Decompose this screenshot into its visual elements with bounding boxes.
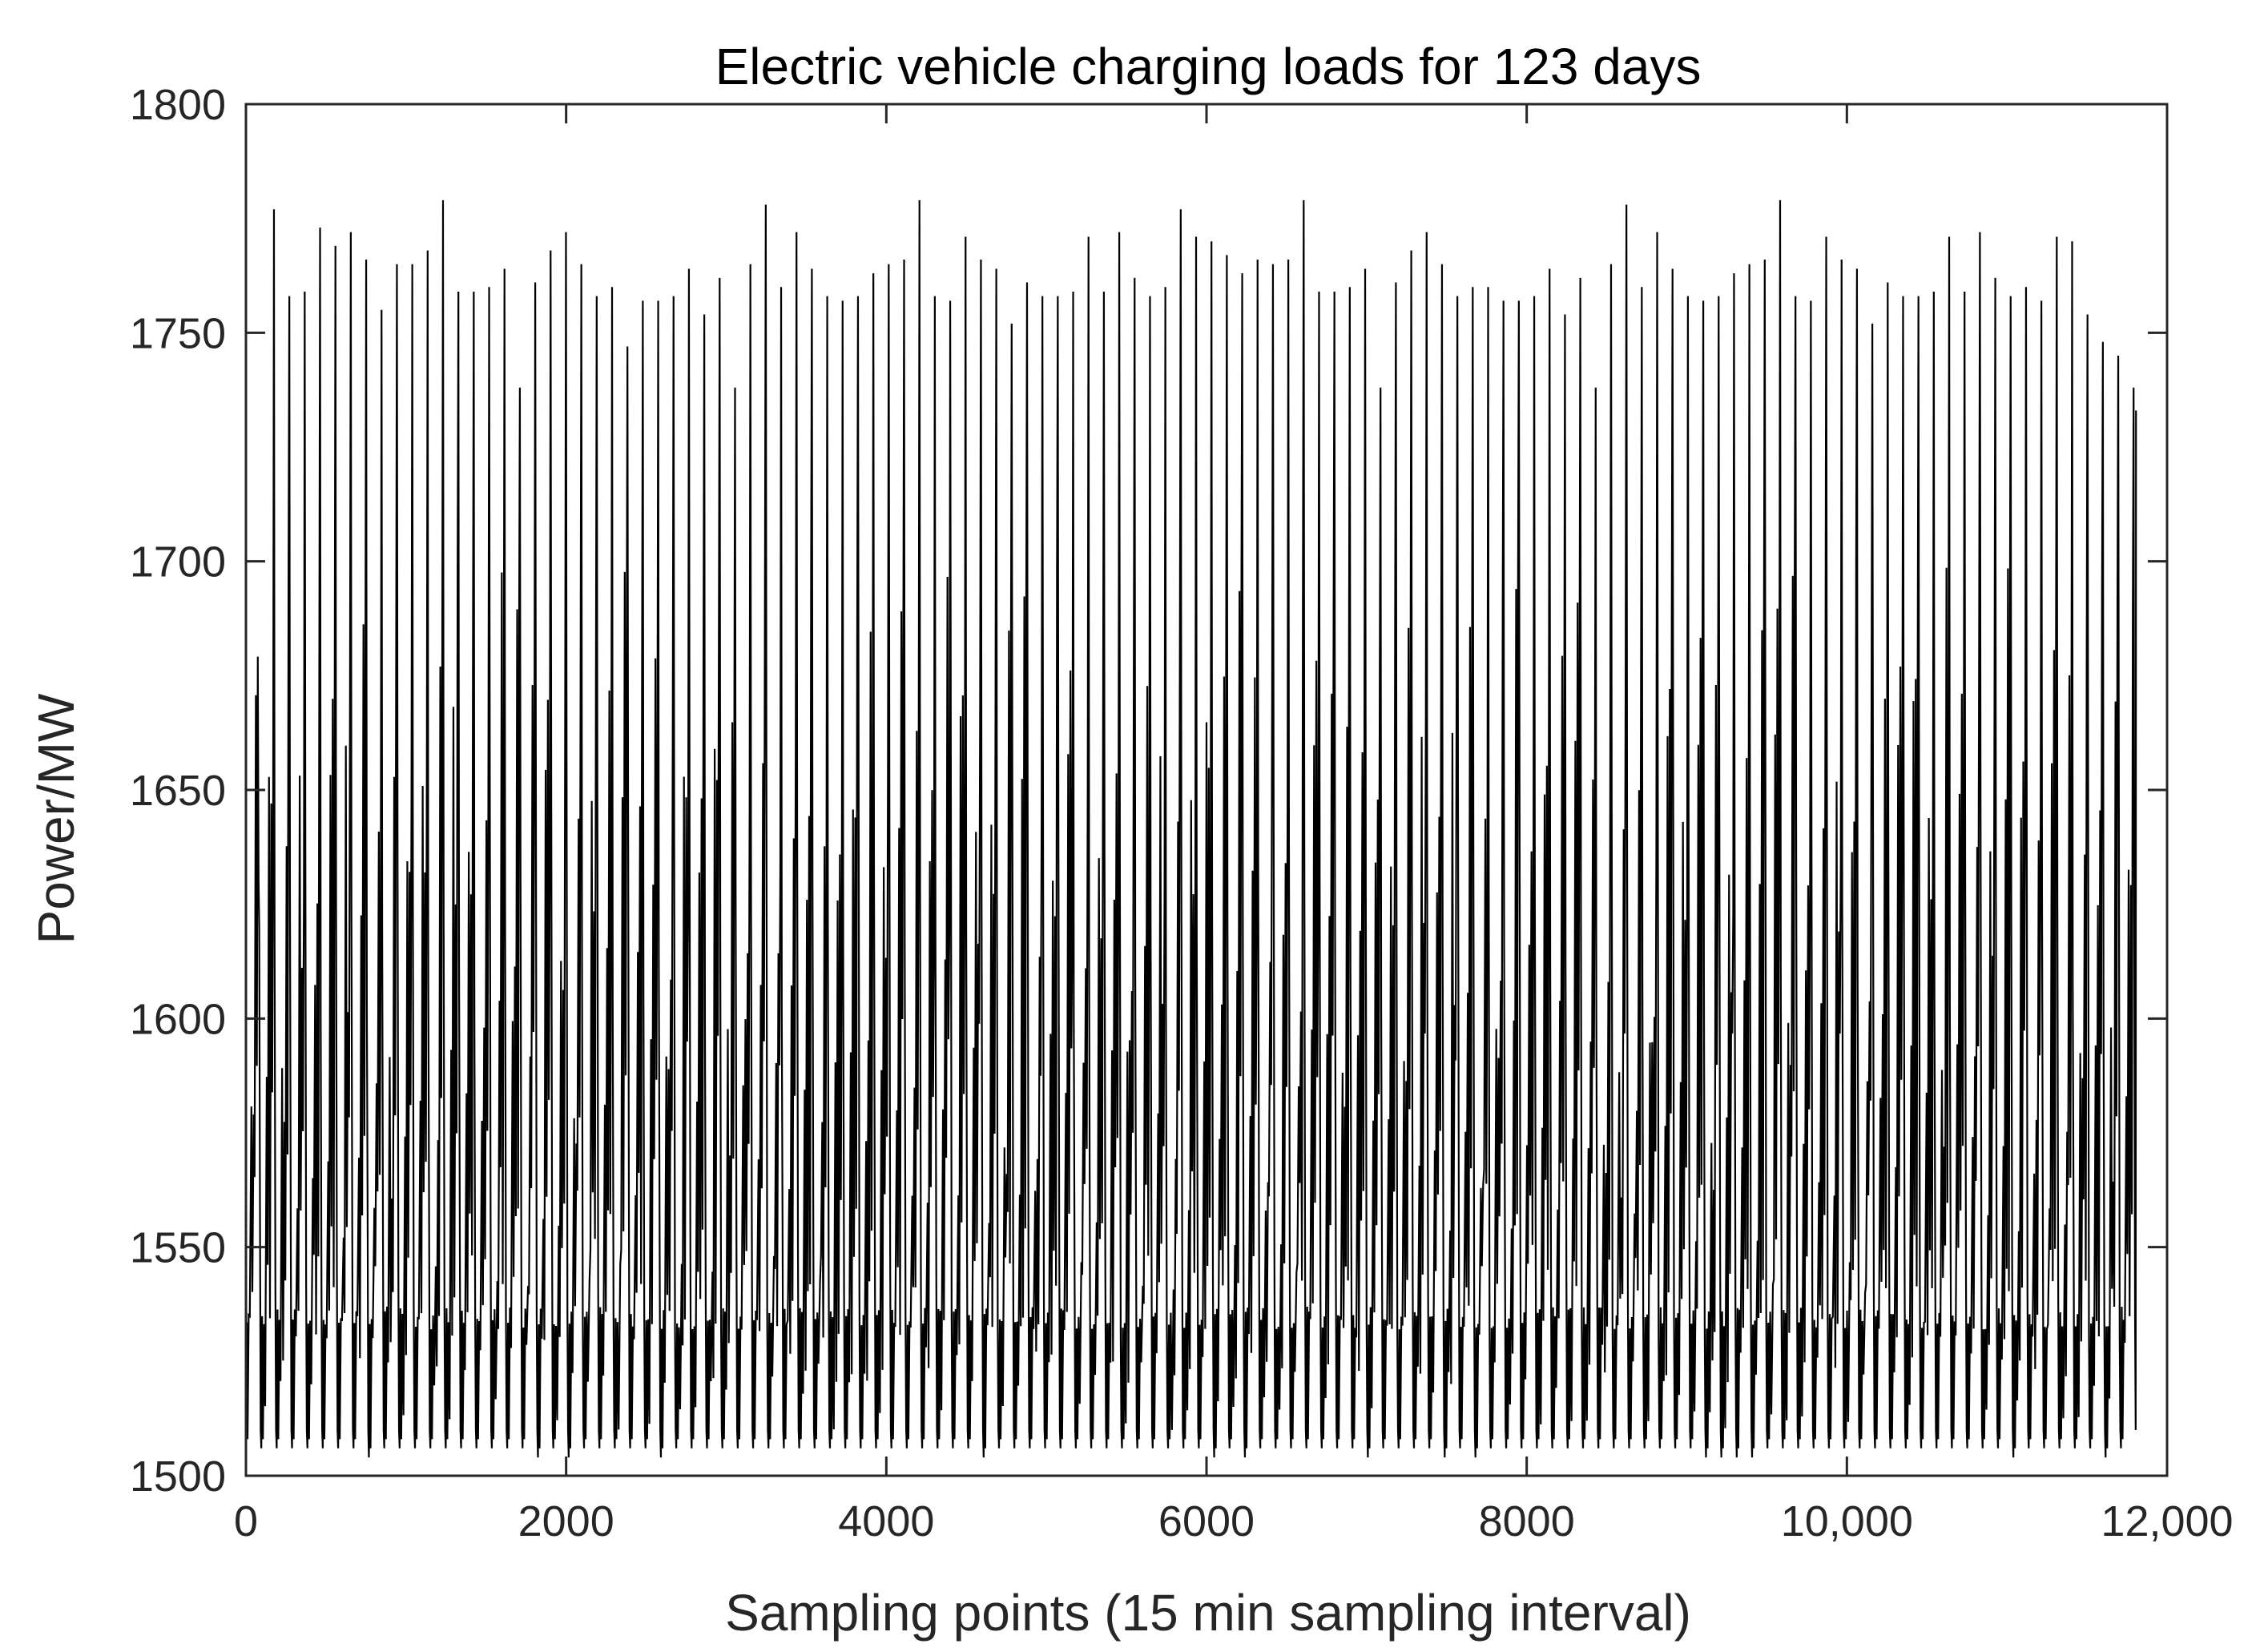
x-tick-label: 2000 bbox=[518, 1497, 614, 1545]
x-tick-label: 10,000 bbox=[1781, 1497, 1913, 1545]
x-tick-label: 0 bbox=[234, 1497, 258, 1545]
x-tick-label: 12,000 bbox=[2101, 1497, 2233, 1545]
y-tick-label: 1700 bbox=[130, 538, 226, 586]
y-axis-label: Power/MW bbox=[27, 693, 85, 945]
x-tick-label: 6000 bbox=[1158, 1497, 1255, 1545]
y-tick-label: 1600 bbox=[130, 995, 226, 1043]
chart-title: Electric vehicle charging loads for 123 … bbox=[715, 38, 1702, 95]
series-layer bbox=[244, 199, 2137, 1458]
y-tick-label: 1550 bbox=[130, 1224, 226, 1272]
y-tick-label: 1800 bbox=[130, 81, 226, 129]
y-tick-label: 1650 bbox=[130, 767, 226, 815]
y-axis-ticks: 1500 1550 1600 1650 1700 1750 1800 bbox=[130, 81, 2167, 1501]
x-axis-label: Sampling points (15 min sampling interva… bbox=[725, 1584, 1691, 1642]
y-tick-label: 1750 bbox=[130, 309, 226, 357]
x-axis-ticks: 0 2000 4000 6000 8000 10,000 12,000 bbox=[234, 104, 2234, 1545]
series-line bbox=[244, 199, 2137, 1458]
x-tick-label: 4000 bbox=[838, 1497, 934, 1545]
x-tick-label: 8000 bbox=[1479, 1497, 1575, 1545]
y-tick-label: 1500 bbox=[130, 1453, 226, 1501]
